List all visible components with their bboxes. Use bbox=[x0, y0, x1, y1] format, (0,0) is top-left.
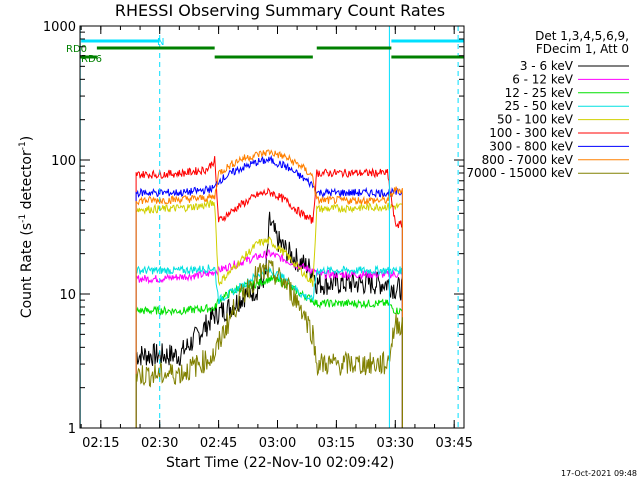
footer-timestamp: 17-Oct-2021 09:48 bbox=[561, 469, 637, 478]
series-line-8 bbox=[135, 149, 403, 428]
legend-label: 6 - 12 keV bbox=[512, 72, 574, 86]
y-axis: 1 10 100 1000 bbox=[43, 20, 464, 437]
top-bar-label: RD0 bbox=[66, 44, 87, 55]
series-line-1 bbox=[135, 211, 403, 428]
x-axis: 02:15 02:30 02:45 03:00 03:15 03:30 03:45 bbox=[80, 26, 473, 451]
top-bar-label: N bbox=[157, 37, 164, 48]
legend-header-2: FDecim 1, Att 0 bbox=[536, 42, 629, 56]
series-line-3 bbox=[135, 275, 403, 428]
legend-label: 12 - 25 keV bbox=[505, 86, 574, 100]
x-tick-label: 03:15 bbox=[318, 436, 355, 451]
series-line-4 bbox=[135, 264, 403, 428]
x-tick-label: 03:30 bbox=[377, 436, 414, 451]
legend-label: 300 - 800 keV bbox=[489, 139, 573, 153]
series-line-5 bbox=[135, 199, 403, 428]
y-tick-label: 1000 bbox=[43, 20, 76, 35]
x-axis-label: Start Time (22-Nov-10 02:09:42) bbox=[166, 455, 394, 471]
series-line-6 bbox=[135, 156, 403, 428]
legend-label: 3 - 6 keV bbox=[520, 59, 574, 73]
y-axis-label-sup2: -1 bbox=[18, 141, 28, 150]
y-axis-label: Count Rate (s-1 detector-1) bbox=[18, 136, 35, 318]
y-axis-label-mid: detector bbox=[19, 150, 35, 214]
chart-title: RHESSI Observing Summary Count Rates bbox=[115, 1, 445, 20]
x-tick-label: 02:30 bbox=[141, 436, 178, 451]
y-tick-label: 10 bbox=[59, 288, 76, 303]
y-axis-label-end: ) bbox=[19, 136, 35, 141]
legend-label: 7000 - 15000 keV bbox=[466, 166, 573, 180]
legend: Det 1,3,4,5,6,9, FDecim 1, Att 0 3 - 6 k… bbox=[466, 29, 629, 180]
top-bar-label: RD6 bbox=[81, 54, 102, 65]
series-line-9 bbox=[135, 259, 403, 428]
legend-label: 25 - 50 keV bbox=[505, 99, 574, 113]
legend-label: 50 - 100 keV bbox=[497, 113, 574, 127]
legend-header-1: Det 1,3,4,5,6,9, bbox=[535, 29, 629, 43]
y-tick-label: 1 bbox=[68, 422, 76, 437]
y-axis-label-start: Count Rate (s bbox=[19, 223, 35, 318]
x-tick-label: 03:45 bbox=[435, 436, 472, 451]
plot-frame bbox=[79, 25, 465, 429]
x-tick-label: 02:45 bbox=[200, 436, 237, 451]
x-tick-label: 03:00 bbox=[259, 436, 296, 451]
legend-label: 100 - 300 keV bbox=[489, 126, 573, 140]
series-line-7 bbox=[135, 154, 403, 428]
legend-label: 800 - 7000 keV bbox=[482, 153, 574, 167]
y-axis-label-sup1: -1 bbox=[18, 214, 28, 223]
series-layer bbox=[135, 149, 403, 428]
x-tick-label: 02:15 bbox=[82, 436, 119, 451]
y-tick-label: 100 bbox=[51, 154, 76, 169]
series-line-2 bbox=[135, 248, 403, 428]
